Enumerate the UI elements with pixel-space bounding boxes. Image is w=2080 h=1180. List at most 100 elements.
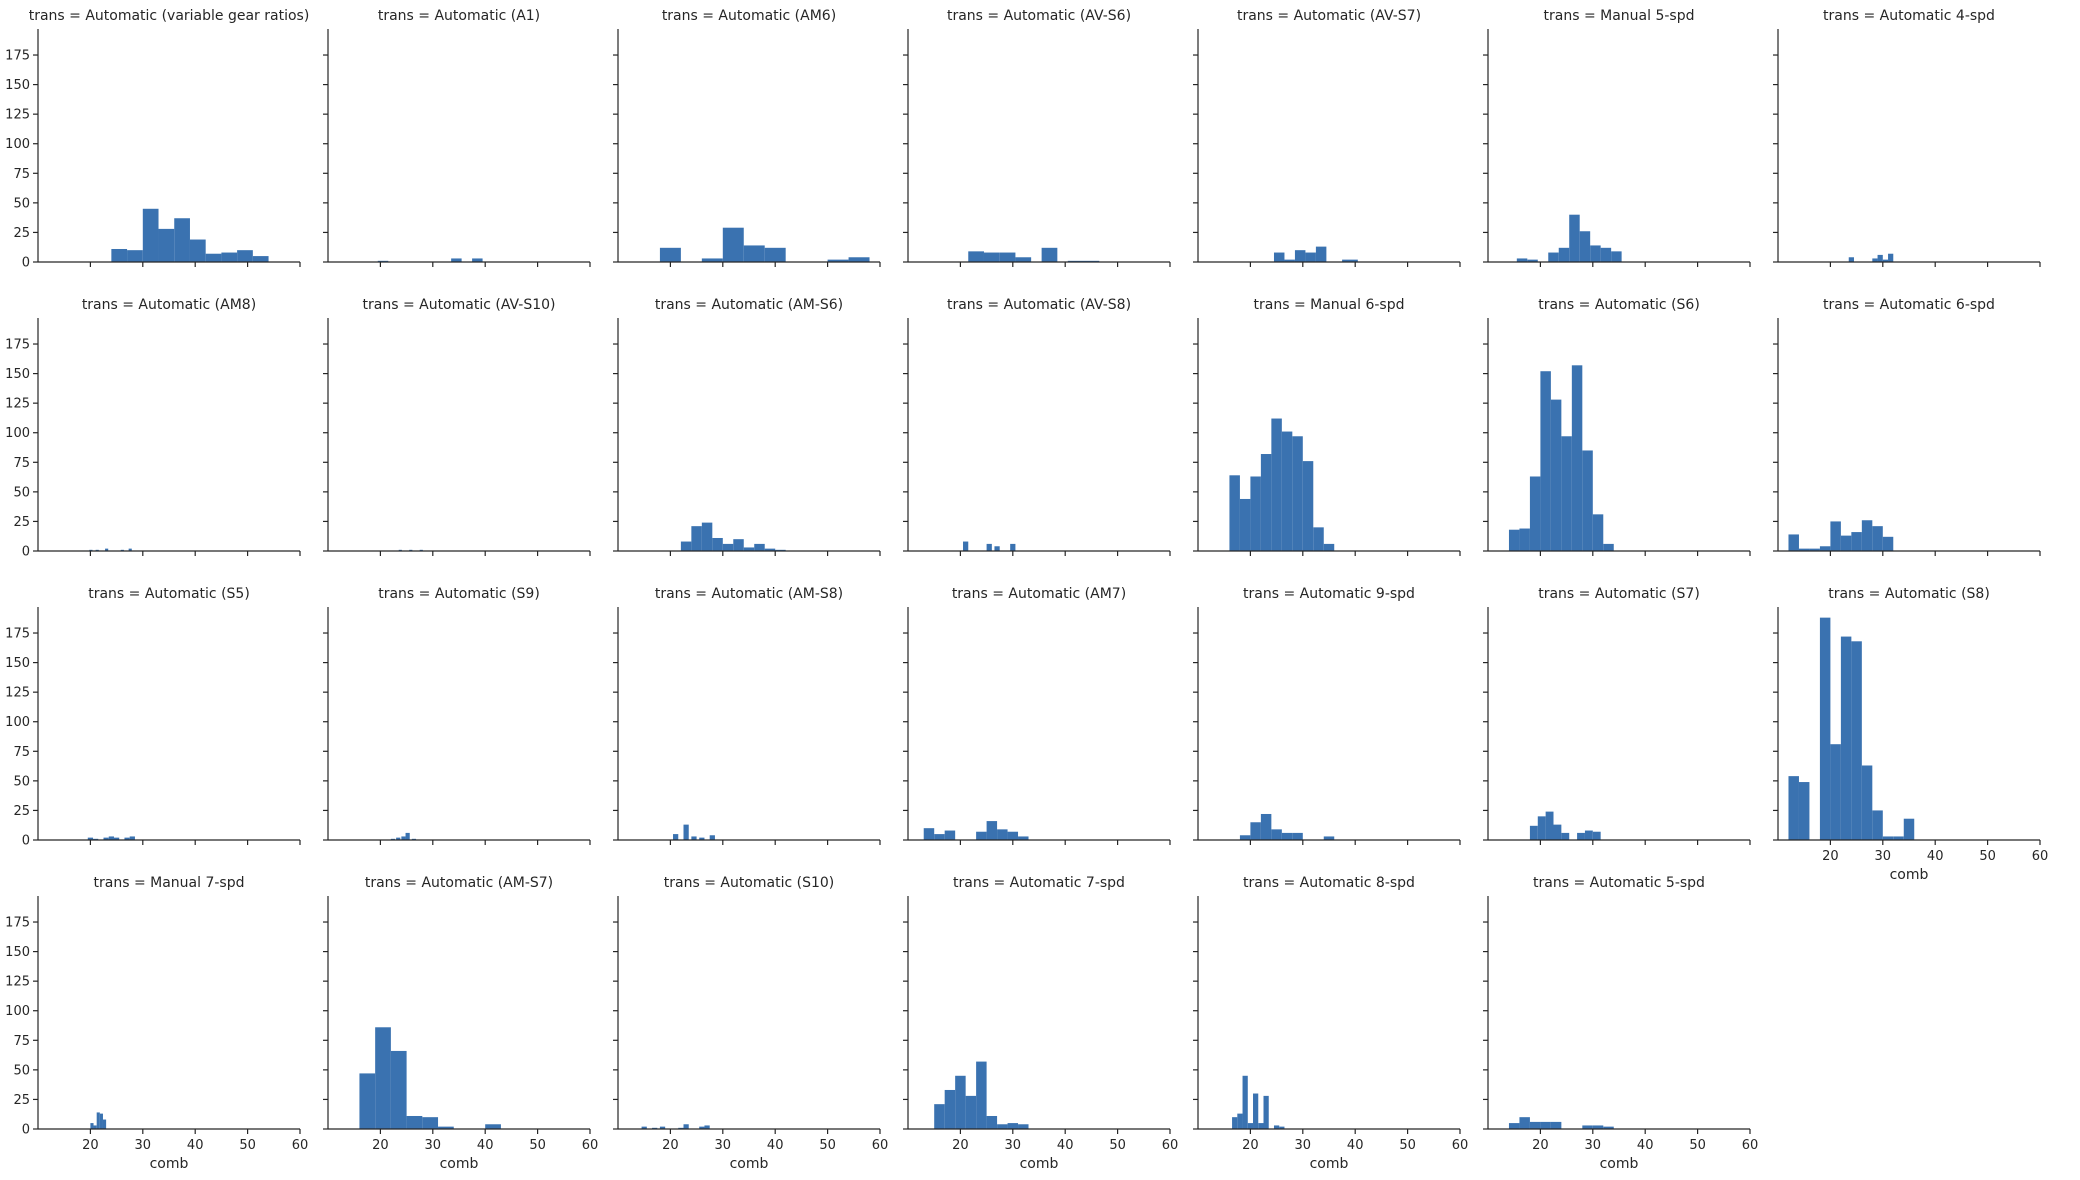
facet-panel: trans = Automatic (AM-S8) xyxy=(613,586,881,845)
histogram-bar xyxy=(406,1115,423,1129)
histogram-bar xyxy=(691,836,697,840)
histogram-bar xyxy=(390,1050,407,1129)
histogram-bar xyxy=(999,252,1016,262)
facet-title: trans = Automatic (variable gear ratios) xyxy=(29,8,310,24)
x-tick-label: 20 xyxy=(1822,849,1839,864)
histogram-bar xyxy=(375,1027,391,1129)
x-tick-label: 30 xyxy=(1875,849,1892,864)
x-tick-label: 40 xyxy=(477,1138,494,1153)
facet-title: trans = Automatic (AM-S8) xyxy=(655,586,843,602)
histogram-bar xyxy=(90,1123,94,1129)
histogram-bar xyxy=(87,837,94,840)
histogram-bar xyxy=(1237,1113,1243,1129)
histogram-bar xyxy=(451,258,462,262)
histogram-bar xyxy=(128,548,132,551)
histogram-bar xyxy=(1550,399,1562,551)
histogram-bar xyxy=(1247,1123,1254,1129)
x-tick-label: 40 xyxy=(767,1138,784,1153)
facet-title: trans = Automatic 6-spd xyxy=(1823,297,1995,313)
histogram-bar xyxy=(174,218,190,262)
x-tick-label: 60 xyxy=(872,1138,889,1153)
facet-panel: trans = Manual 6-spd xyxy=(1193,297,1461,556)
y-tick-label: 125 xyxy=(5,108,30,123)
histogram-bar xyxy=(934,1104,945,1129)
facet-panel: trans = Automatic (S5) 0 25 50 75 100 125 150 17… xyxy=(5,586,301,849)
histogram-bar xyxy=(1007,831,1019,840)
facet-title: trans = Automatic (S6) xyxy=(1538,297,1700,313)
facet-panel: trans = Automatic (S10) 20 30 40 50 60 comb xyxy=(613,875,888,1172)
histogram-bar xyxy=(827,259,849,262)
histogram-bar xyxy=(712,537,723,551)
histogram-bar xyxy=(1592,514,1604,551)
facet-panel: trans = Manual 5-spd xyxy=(1483,8,1751,267)
histogram-bar xyxy=(1819,546,1831,551)
y-tick-label: 150 xyxy=(5,656,30,671)
histogram-bar xyxy=(422,1117,439,1129)
histogram-bar xyxy=(111,248,128,262)
histogram-bar xyxy=(1882,259,1889,262)
y-tick-label: 75 xyxy=(13,167,30,182)
y-tick-label: 175 xyxy=(5,627,30,642)
histogram-bar xyxy=(1260,454,1272,551)
histogram-bar xyxy=(733,539,744,551)
histogram-bar xyxy=(1313,527,1324,551)
x-axis-label: comb xyxy=(730,1156,769,1172)
histogram-bar xyxy=(976,1061,987,1129)
x-tick-label: 40 xyxy=(1057,1138,1074,1153)
facet-panel: trans = Automatic 8-spd 20 30 40 50 60 comb xyxy=(1193,875,1468,1172)
histogram-bar xyxy=(1273,252,1285,262)
y-tick-label: 100 xyxy=(5,715,30,730)
x-tick-label: 60 xyxy=(1452,1138,1469,1153)
histogram-bar xyxy=(986,1115,998,1129)
histogram-bar xyxy=(754,543,765,551)
histogram-bar xyxy=(1294,250,1306,262)
facet-panel: trans = Automatic (AM7) xyxy=(903,586,1171,845)
histogram-bar xyxy=(1292,436,1303,551)
histogram-bar xyxy=(1548,252,1559,262)
histogram-bar xyxy=(1519,1117,1530,1129)
histogram-bar xyxy=(701,522,713,551)
facet-panel: trans = Automatic (AM6) xyxy=(613,8,881,267)
histogram-bar xyxy=(158,228,175,262)
histogram-bar xyxy=(1809,548,1820,551)
facet-panel: trans = Automatic (S7) xyxy=(1483,586,1751,845)
histogram-bar xyxy=(701,258,723,262)
histogram-bar xyxy=(1342,259,1358,262)
histogram-bar xyxy=(683,1124,689,1129)
histogram-bar xyxy=(102,1119,107,1129)
facet-panel: trans = Automatic (AV-S6) xyxy=(903,8,1171,267)
histogram-bar xyxy=(1508,1123,1520,1129)
facet-title: trans = Automatic (AM8) xyxy=(82,297,256,313)
histogram-bar xyxy=(1569,214,1580,262)
x-tick-label: 60 xyxy=(292,1138,309,1153)
histogram-bar xyxy=(1281,431,1293,551)
facet-panel: trans = Automatic (S9) xyxy=(323,586,591,845)
facet-title: trans = Automatic (AV-S7) xyxy=(1237,8,1421,24)
histogram-bar xyxy=(1271,418,1282,551)
histogram-bar xyxy=(1903,818,1915,840)
facet-panel: trans = Automatic 5-spd 20 30 40 50 60 comb xyxy=(1483,875,1758,1172)
histogram-bar xyxy=(1550,1121,1562,1129)
histogram-bar xyxy=(438,1126,454,1129)
histogram-bar xyxy=(103,837,109,840)
facet-panel: trans = Automatic 7-spd 20 30 40 50 60 comb xyxy=(903,875,1178,1172)
histogram-bar xyxy=(1537,816,1546,840)
histogram-bar xyxy=(944,830,956,840)
histogram-bar xyxy=(1788,534,1799,551)
histogram-bar xyxy=(1315,246,1327,262)
histogram-bar xyxy=(1584,830,1593,840)
histogram-bar xyxy=(963,541,969,551)
facet-title: trans = Automatic (AV-S6) xyxy=(947,8,1131,24)
facet-panel: trans = Automatic (AM-S6) xyxy=(613,297,881,556)
histogram-bar xyxy=(1239,498,1251,551)
x-tick-label: 20 xyxy=(1242,1138,1259,1153)
histogram-bar xyxy=(1603,543,1614,551)
histogram-bar xyxy=(1232,1117,1238,1129)
histogram-bar xyxy=(968,251,984,262)
histogram-bar xyxy=(1882,836,1894,840)
x-tick-label: 50 xyxy=(1979,849,1996,864)
histogram-bar xyxy=(129,836,135,840)
histogram-bar xyxy=(1279,1126,1285,1129)
facet-title: trans = Automatic 8-spd xyxy=(1243,875,1415,891)
facet-title: trans = Automatic (AM-S7) xyxy=(365,875,553,891)
